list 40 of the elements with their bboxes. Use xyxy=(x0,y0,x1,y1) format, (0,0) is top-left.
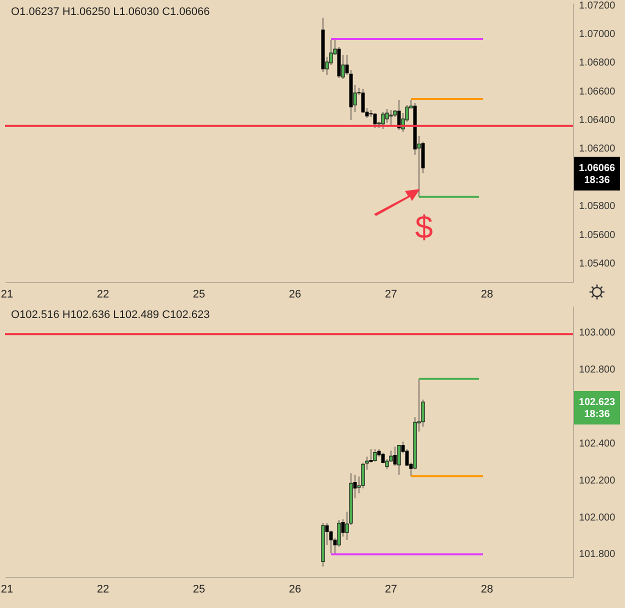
y-tick-label: 1.05400 xyxy=(579,258,616,270)
x-tick-label: 25 xyxy=(192,288,206,300)
x-tick-label: 21 xyxy=(0,288,14,300)
annotation: O1.06237 H1.06250 L1.06030 C1.06066 xyxy=(11,6,210,18)
text: 102.623 18:36 xyxy=(578,397,616,420)
y-tick-label: 1.06800 xyxy=(579,58,616,69)
candlestick xyxy=(393,446,397,467)
y-tick-label: 101.800 xyxy=(579,549,616,560)
y-tick-label: 1.07200 xyxy=(579,0,616,12)
x-tick-label: 21 xyxy=(0,584,14,596)
annotation: O102.516 H102.636 L102.489 C102.623 xyxy=(11,309,210,321)
text: 1.06066 18:36 xyxy=(578,162,616,186)
x-tick-label: 28 xyxy=(480,288,494,300)
candlestick xyxy=(361,88,365,114)
annotation: $ xyxy=(415,209,434,245)
y-tick-label: 102.000 xyxy=(579,512,616,524)
candlestick xyxy=(373,112,377,128)
x-tick-label: 25 xyxy=(192,584,206,596)
y-tick-label: 102.800 xyxy=(579,364,616,376)
candlestick xyxy=(397,99,401,130)
y-tick-label: 1.05800 xyxy=(579,201,616,212)
x-tick-label: 22 xyxy=(96,288,110,300)
candlestick xyxy=(381,112,385,130)
y-tick-label: 1.06600 xyxy=(579,86,616,98)
y-tick-label: 102.200 xyxy=(579,475,616,486)
candlestick xyxy=(373,448,377,462)
y-tick-label: 1.05600 xyxy=(579,230,616,241)
y-tick-label: 1.06400 xyxy=(579,115,616,126)
x-tick-label: 26 xyxy=(288,584,302,596)
x-tick-label: 27 xyxy=(384,288,398,300)
candlestick xyxy=(397,444,401,476)
x-tick-label: 27 xyxy=(384,584,398,596)
y-tick-label: 1.06200 xyxy=(579,144,616,155)
x-tick-label: 22 xyxy=(96,584,110,596)
y-tick-label: 102.400 xyxy=(579,438,616,450)
x-tick-label: 28 xyxy=(480,584,494,596)
candlestick xyxy=(389,110,393,126)
x-tick-label: 26 xyxy=(288,288,302,300)
y-tick-label: 1.07000 xyxy=(579,28,616,40)
y-tick-label: 103.000 xyxy=(579,327,616,338)
